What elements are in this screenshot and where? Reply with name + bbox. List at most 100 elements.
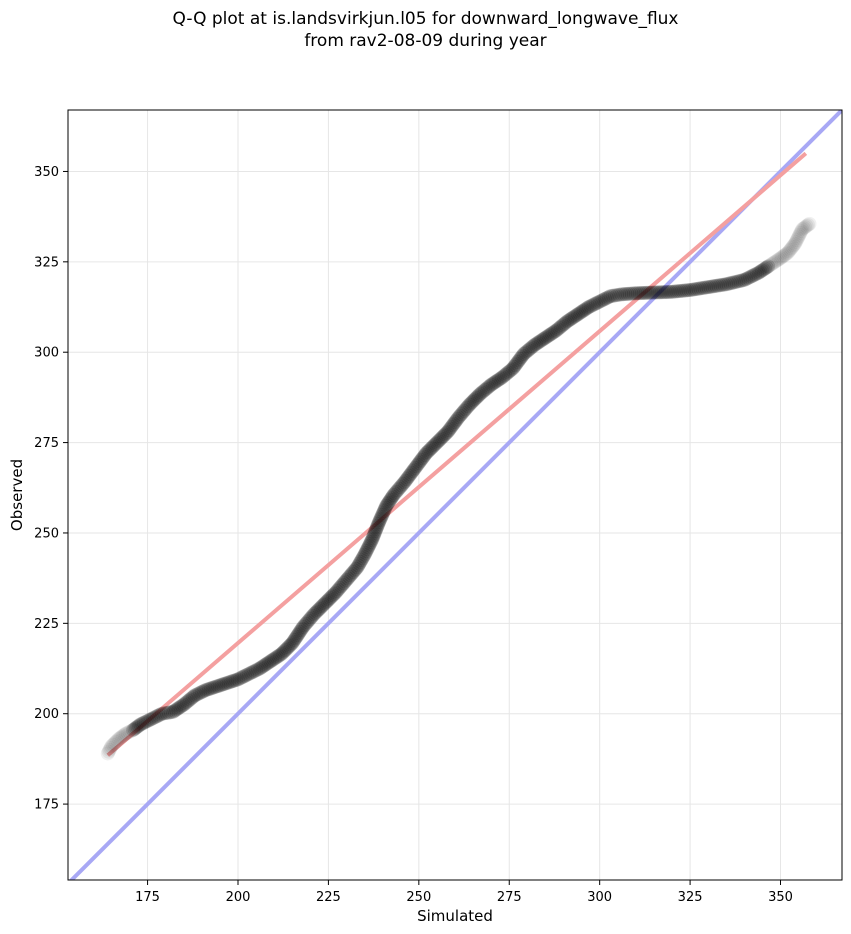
data-point [458,402,473,417]
data-point [589,296,604,311]
data-point [367,525,382,540]
data-point [514,350,529,365]
data-point [725,275,740,290]
data-point [346,565,361,580]
data-point [570,307,585,322]
data-point [290,628,305,643]
data-point [325,588,340,603]
data-point [350,560,365,575]
data-point [504,362,519,377]
data-point [393,480,408,495]
data-point [331,582,346,597]
data-point [779,246,794,261]
data-point [308,605,323,620]
data-point [470,389,485,404]
data-point [423,442,438,457]
data-point [488,374,503,389]
data-point [431,434,446,449]
data-point [266,652,281,667]
data-point [110,733,125,748]
data-point [452,408,467,423]
data-point [101,744,116,759]
data-point [250,662,265,677]
fit-line [106,151,808,757]
data-point [780,245,795,260]
data-point [140,713,155,728]
data-point [372,515,387,530]
data-point [398,473,413,488]
data-point [628,286,643,301]
data-point [581,300,596,315]
y-axis-label: Observed [8,459,26,531]
x-tick-label: 175 [135,890,160,905]
data-point [360,542,375,557]
data-point [377,502,392,517]
data-point [677,283,692,298]
data-point [791,229,806,244]
data-point [770,253,785,268]
data-point [785,239,800,254]
data-point [181,693,196,708]
data-point [176,697,191,712]
data-point [368,524,383,539]
data-point [555,318,570,333]
data-point [362,538,377,553]
data-point [784,241,799,256]
data-point [626,286,641,301]
data-point [187,688,202,703]
data-point [105,737,120,752]
data-point [120,725,135,740]
data-point [451,410,466,425]
data-point [575,304,590,319]
identity-line [68,110,842,880]
data-point [279,641,294,656]
data-point [375,507,390,522]
data-point [292,624,307,639]
data-point [178,696,193,711]
data-point [469,390,484,405]
data-point [727,275,742,290]
data-point [339,572,354,587]
data-point [328,585,343,600]
data-point [723,276,738,291]
data-point [133,717,148,732]
data-point [297,618,312,633]
data-point [124,723,139,738]
data-point [301,613,316,628]
data-point [330,584,345,599]
data-point [660,284,675,299]
data-point [203,681,218,696]
data-point [229,672,244,687]
data-point [107,736,122,751]
data-point [416,449,431,464]
data-point [473,386,488,401]
data-point [429,435,444,450]
data-point [756,262,771,277]
x-tick-label: 275 [497,890,522,905]
data-point [211,678,226,693]
data-point [476,384,491,399]
data-point [485,376,500,391]
data-point [151,708,166,723]
data-point [536,331,551,346]
data-point [427,438,442,453]
data-point [198,683,213,698]
data-point [402,468,417,483]
data-point [300,615,315,630]
data-point [474,385,489,400]
data-point [709,278,724,293]
data-point [175,698,190,713]
data-point [550,322,565,337]
data-point [277,644,292,659]
data-point [765,256,780,271]
data-point [167,703,182,718]
data-point [767,255,782,270]
data-point [103,741,118,756]
data-point [636,285,651,300]
data-point [519,344,534,359]
data-point [247,664,262,679]
data-point [214,677,229,692]
data-point [268,651,283,666]
data-point [796,221,811,236]
data-point [499,366,514,381]
